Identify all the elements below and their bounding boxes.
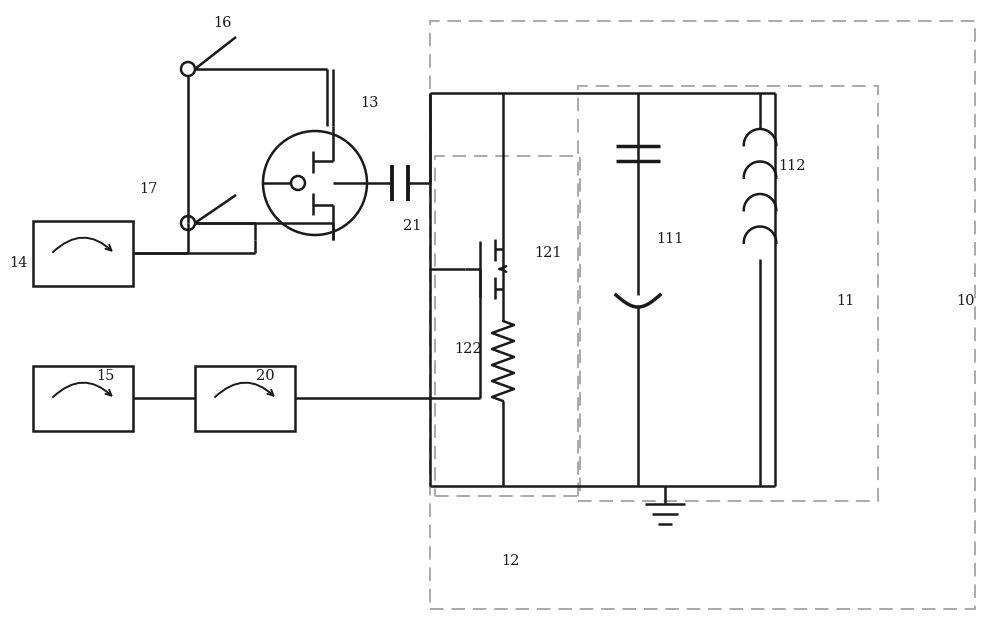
Text: 111: 111: [656, 232, 684, 246]
Circle shape: [181, 216, 195, 230]
Bar: [33, 221, 133, 286]
Text: 10: 10: [956, 294, 974, 308]
Text: 13: 13: [361, 96, 379, 110]
Bar: [578, 86, 878, 501]
Text: 112: 112: [778, 159, 806, 173]
Bar: [435, 156, 580, 496]
Bar: [33, 366, 133, 431]
Circle shape: [291, 176, 305, 190]
Text: 122: 122: [454, 342, 482, 356]
Text: 16: 16: [213, 16, 231, 30]
Text: 21: 21: [403, 219, 421, 233]
Text: 11: 11: [836, 294, 854, 308]
Bar: [195, 366, 295, 431]
Text: 17: 17: [139, 182, 157, 196]
Circle shape: [181, 62, 195, 76]
Text: 14: 14: [9, 256, 27, 270]
Text: 121: 121: [534, 246, 562, 260]
Text: 12: 12: [501, 554, 519, 568]
Text: 20: 20: [256, 369, 274, 383]
Text: 15: 15: [96, 369, 114, 383]
Bar: [430, 21, 975, 609]
